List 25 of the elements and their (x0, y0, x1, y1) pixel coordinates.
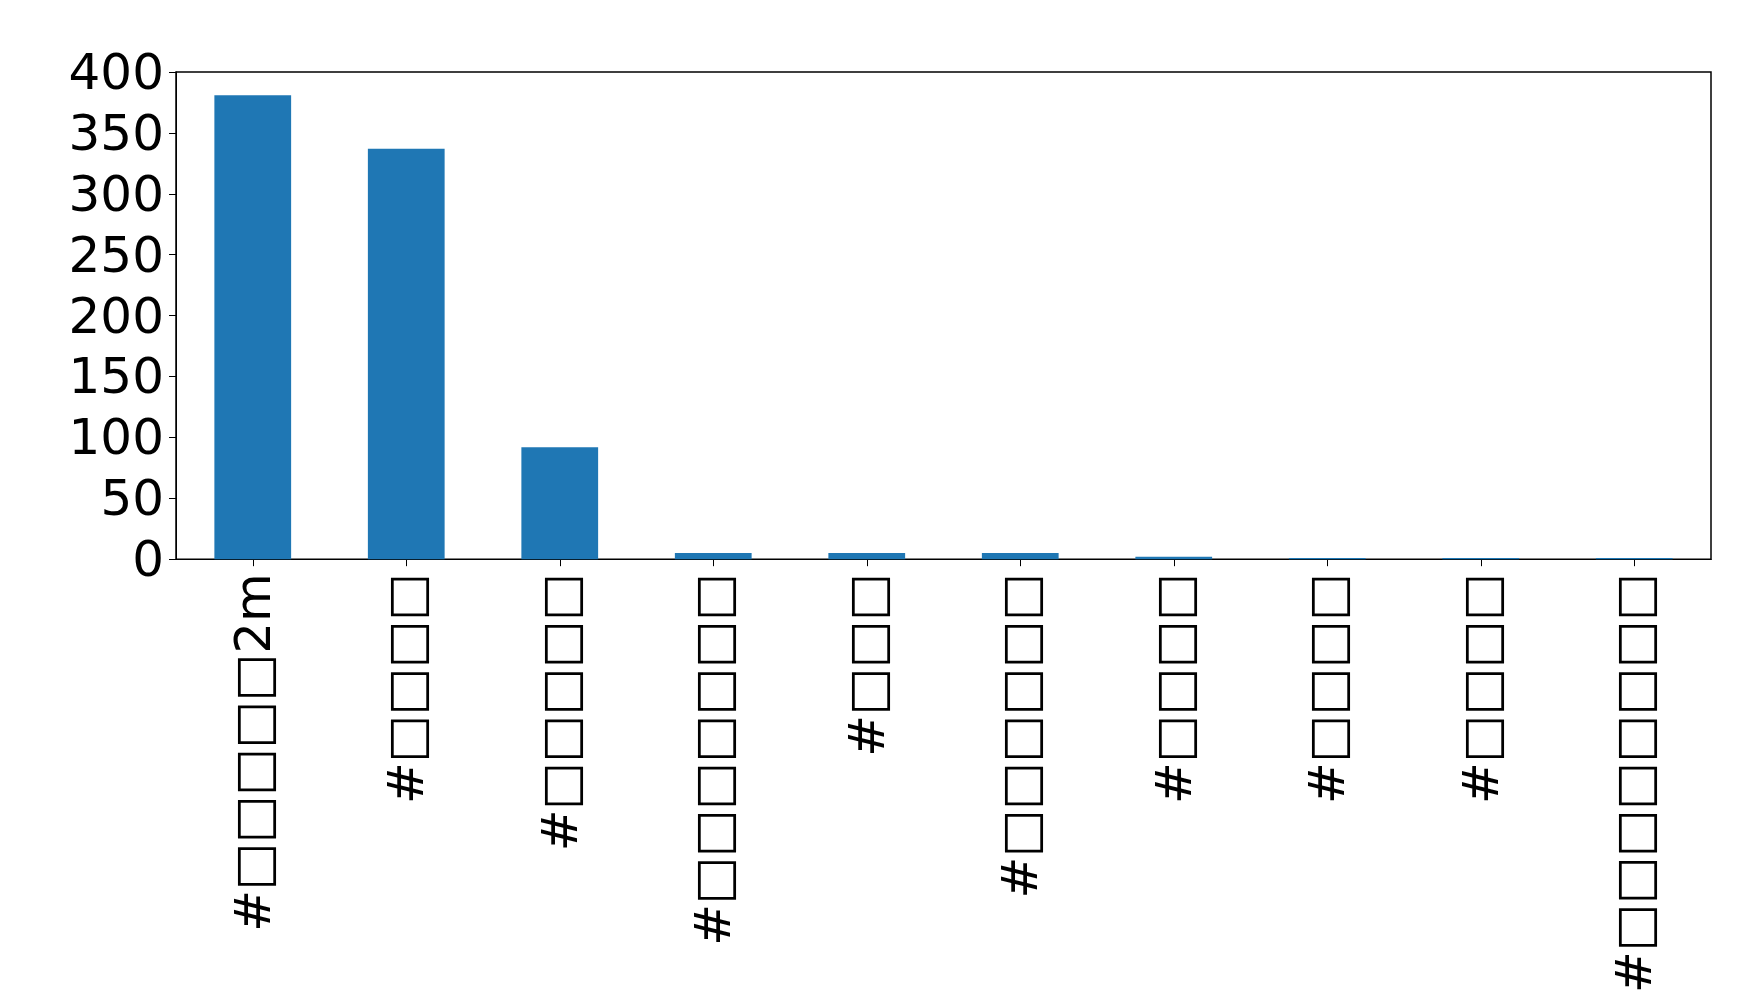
x-tick-label: #□□□□ (1144, 573, 1203, 805)
x-tick-label: #□□□ (837, 573, 896, 757)
y-tick-label: 100 (68, 408, 164, 467)
x-tick-label: #□□□□□ (530, 573, 589, 852)
bar (674, 553, 752, 560)
bar (981, 553, 1059, 560)
x-tick-label: #□□□□□□□□ (1605, 573, 1664, 993)
x-tick-label: #□□□□□2m (223, 573, 282, 932)
y-tick-label: 0 (132, 530, 164, 589)
y-tick-label: 400 (68, 43, 164, 101)
bar (367, 148, 445, 560)
y-tick-label: 300 (68, 164, 164, 223)
x-tick-label: #□□□□□□□ (684, 573, 743, 946)
bar (828, 553, 906, 560)
x-tick-label: #□□□□ (377, 573, 436, 805)
y-tick-label: 250 (68, 225, 164, 284)
x-tick-label: #□□□□ (1451, 573, 1510, 805)
bar (214, 95, 292, 560)
y-tick-label: 150 (68, 347, 164, 406)
bar (521, 447, 599, 560)
y-tick-label: 200 (68, 286, 164, 345)
y-tick-label: 350 (68, 103, 164, 162)
x-tick-label: #□□□□ (1298, 573, 1357, 805)
y-tick-label: 50 (100, 469, 164, 528)
x-tick-label: #□□□□□□ (991, 573, 1050, 899)
